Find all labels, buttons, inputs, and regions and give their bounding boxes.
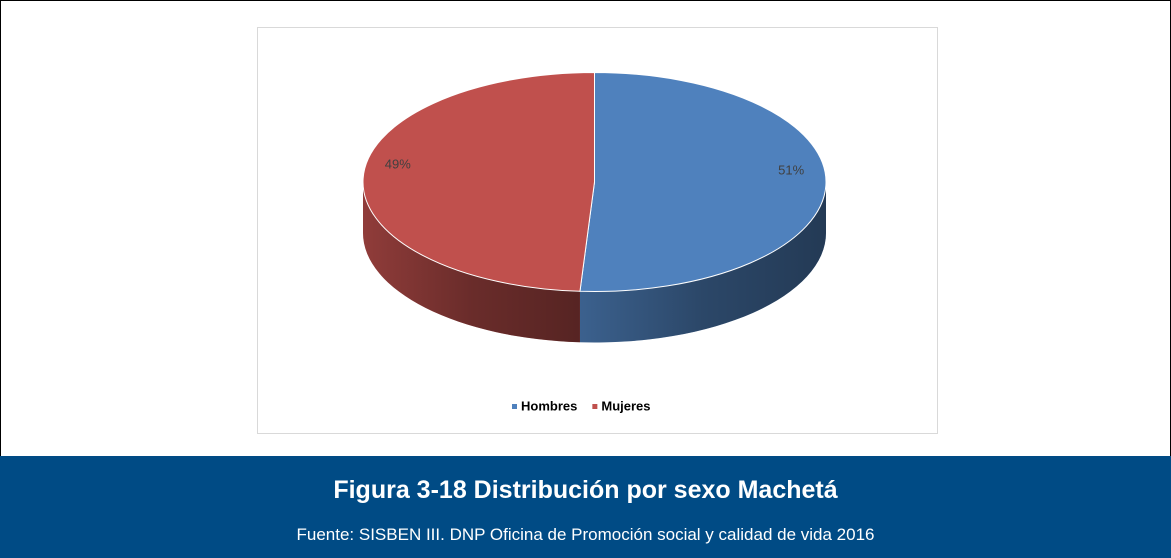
legend-label: Hombres	[521, 398, 577, 413]
figure-title: Figura 3-18 Distribución por sexo Machet…	[333, 476, 838, 504]
data-label: 49%	[385, 157, 411, 172]
legend-label: Mujeres	[601, 398, 650, 413]
chart: 51% 49% Hombres Mujeres	[362, 71, 827, 413]
side-shade	[579, 182, 826, 343]
data-label: 51%	[778, 162, 804, 177]
legend-swatch	[592, 404, 598, 409]
slice	[579, 71, 827, 292]
caption-bar: Figura 3-18 Distribución por sexo Machet…	[0, 456, 1171, 558]
legend-swatch	[512, 404, 517, 409]
side-shade	[363, 182, 580, 343]
chart-area	[257, 27, 938, 434]
slice	[362, 71, 595, 292]
figure-source: Fuente: SISBEN III. DNP Oficina de Promo…	[296, 525, 875, 544]
